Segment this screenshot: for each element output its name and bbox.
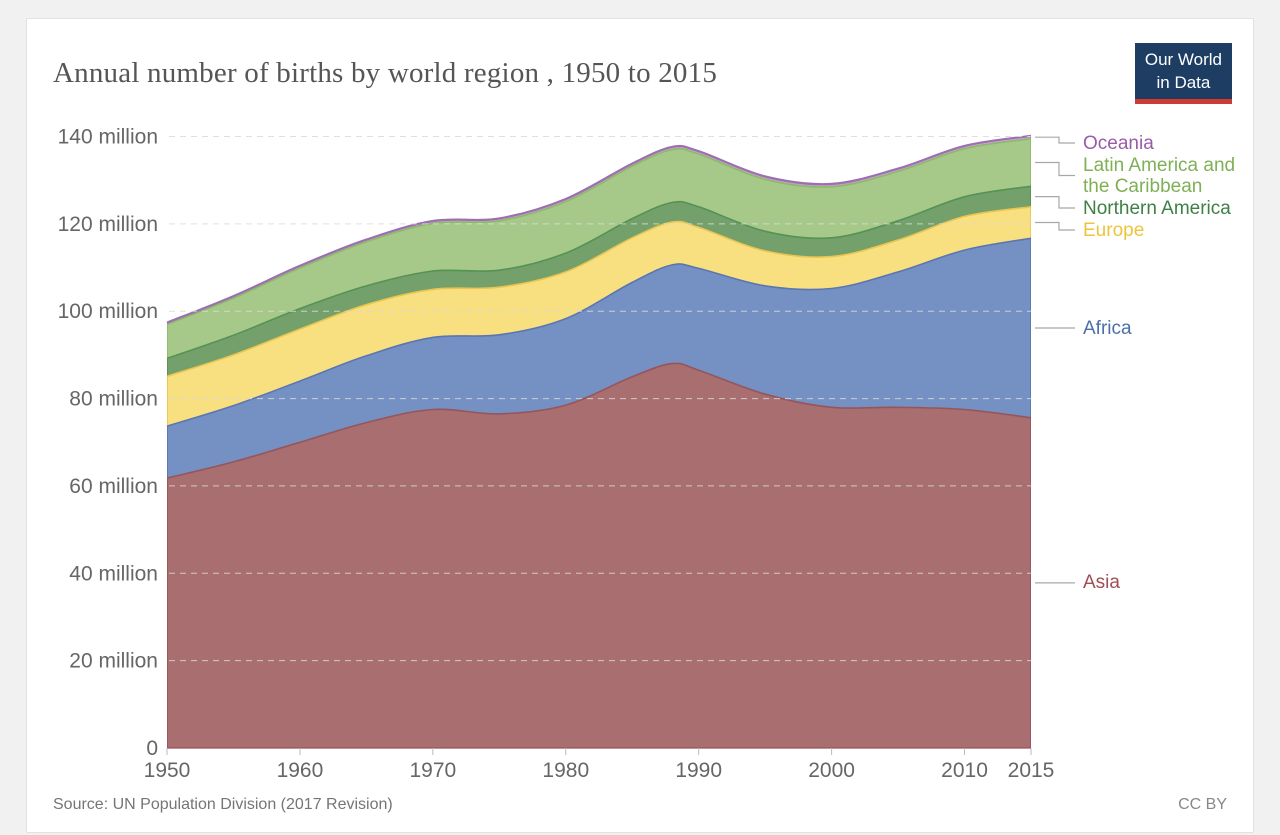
y-tick-label: 60 million xyxy=(69,475,158,498)
boundary-line-oceania xyxy=(166,134,1032,324)
area-europe[interactable] xyxy=(167,206,1031,427)
boundary-line-europe xyxy=(166,206,1032,378)
source-label: Source: UN Population Division (2017 Rev… xyxy=(53,796,393,813)
legend-label-asia[interactable]: Asia xyxy=(1083,572,1120,594)
boundary-line-africa xyxy=(166,237,1032,427)
legend-label-latin-america-and-the-caribbean[interactable]: Latin America and the Caribbean xyxy=(1083,154,1236,197)
legend-connector-europe xyxy=(1035,221,1075,231)
x-tick-label: 1970 xyxy=(409,759,456,782)
owid-logo[interactable]: Our World in Data xyxy=(1134,43,1232,104)
x-tick-label: 1980 xyxy=(542,759,589,782)
stacked-area-chart[interactable]: 0 20 million 40 million 60 million 80 millio… xyxy=(27,19,1255,791)
area-latin-america-and-the-caribbean[interactable] xyxy=(167,138,1031,359)
x-tick-label: 1950 xyxy=(144,759,191,782)
y-tick-label: 140 million xyxy=(58,126,158,149)
legend-label-oceania[interactable]: Oceania xyxy=(1083,132,1154,154)
owid-logo-line2: in Data xyxy=(1156,73,1211,92)
y-tick-label: 100 million xyxy=(58,300,158,323)
x-tick-label: 2015 xyxy=(1008,759,1055,782)
legend-label-europe[interactable]: Europe xyxy=(1083,219,1145,241)
legend-connector-latin-america-and-the-caribbean xyxy=(1035,161,1075,177)
area-asia[interactable] xyxy=(167,363,1031,748)
y-tick-label: 20 million xyxy=(69,650,158,673)
boundary-line-latin-america-and-the-caribbean xyxy=(166,137,1032,326)
x-tick-label: 1990 xyxy=(675,759,722,782)
legend-label-northern-america[interactable]: Northern America xyxy=(1083,197,1231,219)
owid-logo-line1: Our World xyxy=(1144,50,1222,69)
x-tick-label: 2010 xyxy=(941,759,988,782)
y-tick-label: 120 million xyxy=(58,213,158,236)
legend-label-africa[interactable]: Africa xyxy=(1083,317,1132,339)
page-title: Annual number of births by world region … xyxy=(53,57,718,89)
license-link[interactable]: CC BY xyxy=(1178,796,1227,813)
x-tick-label: 2000 xyxy=(808,759,855,782)
chart-card: Annual number of births by world region … xyxy=(26,18,1254,833)
footer: Source: UN Population Division (2017 Rev… xyxy=(53,796,1227,818)
boundary-line-asia xyxy=(166,362,1032,479)
legend-connector-northern-america xyxy=(1035,196,1075,209)
boundary-line-northern-america xyxy=(166,185,1032,360)
x-tick-label: 1960 xyxy=(277,759,324,782)
y-tick-label: 0 xyxy=(146,737,158,760)
legend-connector-oceania xyxy=(1035,136,1075,144)
area-northern-america[interactable] xyxy=(167,186,1031,377)
y-tick-label: 80 million xyxy=(69,388,158,411)
y-tick-label: 40 million xyxy=(69,562,158,585)
